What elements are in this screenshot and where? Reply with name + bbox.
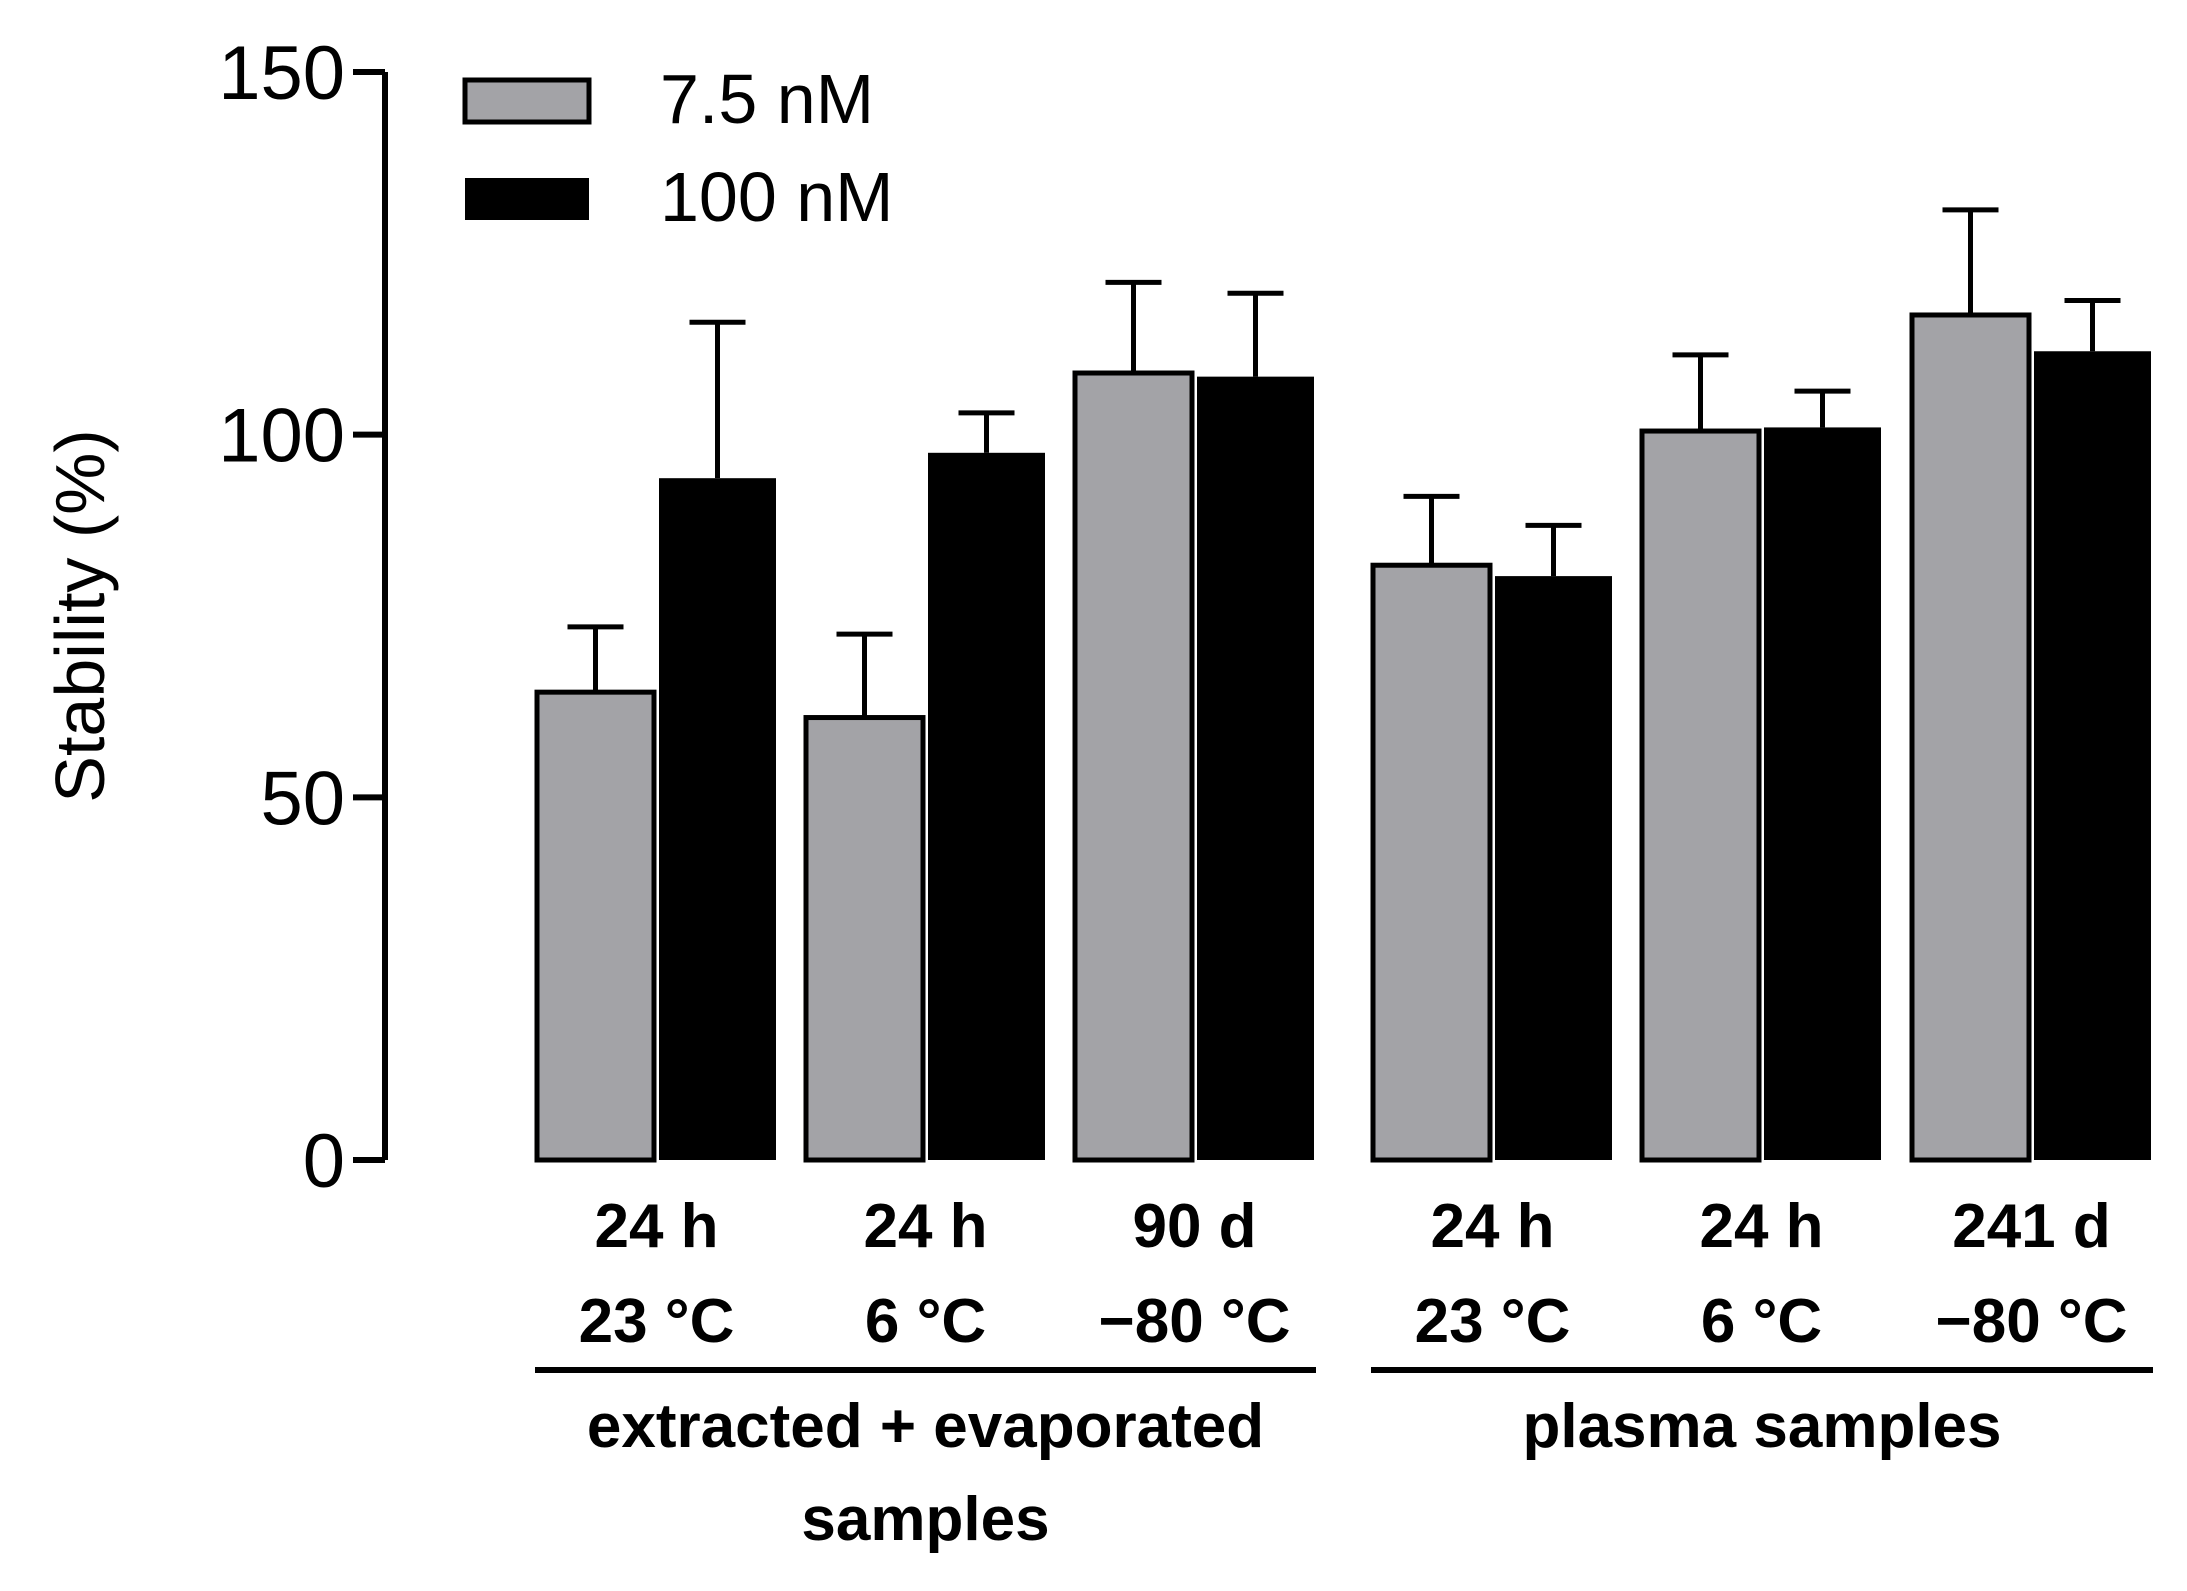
- y-tick-label: 0: [303, 1119, 345, 1204]
- category-label-line2: 23 °C: [579, 1287, 735, 1356]
- y-axis: 0 50 100 150 Stability (%): [41, 31, 388, 1204]
- legend-swatch: [462, 77, 592, 125]
- group-label: samples: [801, 1485, 1049, 1554]
- category-label-line2: 23 °C: [1415, 1287, 1571, 1356]
- category-label-line2: −80 °C: [1099, 1287, 1291, 1356]
- category-label-line2: 6 °C: [865, 1287, 986, 1356]
- category-label-line1: 24 h: [1699, 1192, 1823, 1261]
- category-label-line1: 24 h: [863, 1192, 987, 1261]
- group-label: extracted + evaporated: [587, 1392, 1264, 1461]
- legend-label: 100 nM: [660, 158, 893, 236]
- bar: [1909, 312, 2032, 1163]
- y-tick-label: 150: [218, 31, 345, 116]
- category-label-line1: 24 h: [594, 1192, 718, 1261]
- category-label-line2: 6 °C: [1701, 1287, 1822, 1356]
- bar: [534, 689, 657, 1163]
- legend-swatch: [465, 178, 589, 220]
- y-tick-label: 50: [260, 756, 345, 841]
- category-label-line1: 241 d: [1952, 1192, 2111, 1261]
- category-label-line1: 24 h: [1430, 1192, 1554, 1261]
- y-axis-title: Stability (%): [41, 429, 119, 802]
- x-axis-labels: 24 h 23 °C 24 h 6 °C 90 d −80 °C 24 h 23 °C 24 h…: [535, 1192, 2153, 1554]
- bar: [928, 452, 1045, 1160]
- group-label: plasma samples: [1522, 1392, 2001, 1461]
- bar: [1495, 576, 1612, 1160]
- bar: [2034, 351, 2151, 1161]
- bar: [1764, 427, 1881, 1160]
- bar: [1072, 370, 1195, 1163]
- bars: [534, 207, 2151, 1163]
- bar: [1197, 376, 1314, 1160]
- bar: [803, 715, 926, 1163]
- y-tick-label: 100: [218, 394, 345, 479]
- bar: [1639, 428, 1762, 1163]
- category-label-line2: −80 °C: [1936, 1287, 2128, 1356]
- legend-label: 7.5 nM: [660, 60, 874, 138]
- bar: [659, 478, 776, 1161]
- legend: 7.5 nM 100 nM: [462, 60, 893, 236]
- bar: [1370, 562, 1493, 1163]
- category-label-line1: 90 d: [1132, 1192, 1256, 1261]
